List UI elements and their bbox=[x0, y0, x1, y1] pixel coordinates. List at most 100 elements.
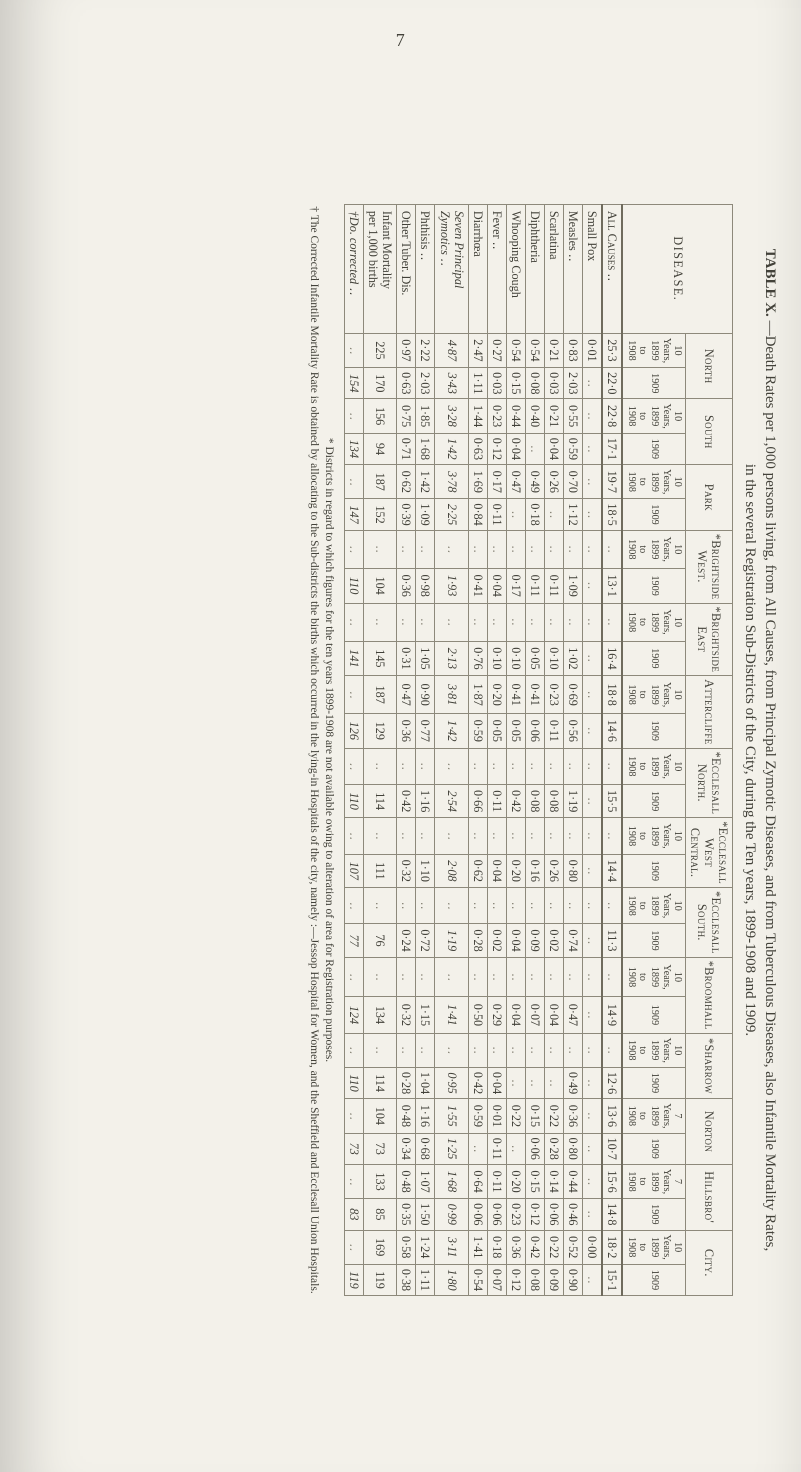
cell: 0·97 bbox=[397, 333, 416, 367]
table-row: Phthisis ‥2·222·031·851·681·421·09‥0·98‥… bbox=[416, 204, 435, 1295]
disease-label: †Do. corrected ‥ bbox=[345, 204, 364, 333]
cell: 0·21 bbox=[544, 399, 563, 433]
cell: 1·41 bbox=[468, 1230, 487, 1264]
cell: ‥ bbox=[582, 1099, 602, 1133]
cell: ‥ bbox=[468, 530, 487, 568]
cell: 1·19 bbox=[435, 924, 468, 957]
cell: ‥ bbox=[468, 818, 487, 854]
cell: ‥ bbox=[582, 568, 602, 603]
cell: ‥ bbox=[602, 603, 622, 641]
cell: 0·09 bbox=[525, 924, 544, 957]
district-6: *EcclesallNorth. bbox=[686, 748, 733, 818]
cell: 2·13 bbox=[435, 641, 468, 676]
cell: 0·54 bbox=[525, 333, 544, 367]
cell: 0·27 bbox=[487, 333, 506, 367]
cell: ‥ bbox=[487, 888, 506, 924]
cell: 2·03 bbox=[563, 368, 582, 399]
cell: 1·12 bbox=[563, 499, 582, 530]
cell: ‥ bbox=[582, 603, 602, 641]
cell: 1·68 bbox=[435, 1164, 468, 1198]
cell: 0·06 bbox=[544, 1199, 563, 1230]
cell: 134 bbox=[345, 433, 364, 464]
cell: 0·35 bbox=[397, 1199, 416, 1230]
cell: ‥ bbox=[506, 1133, 525, 1164]
district-13: City. bbox=[686, 1230, 733, 1296]
disease-label: Diarrhœa bbox=[468, 204, 487, 333]
cell: 0·41 bbox=[468, 568, 487, 603]
cell: ‥ bbox=[582, 714, 602, 749]
cell: 170 bbox=[364, 368, 397, 399]
cell: 0·62 bbox=[468, 854, 487, 887]
cell: 0·44 bbox=[506, 399, 525, 433]
cell: 0·11 bbox=[487, 499, 506, 530]
subcol-1909-5: 1909 bbox=[622, 714, 686, 749]
cell: ‥ bbox=[468, 603, 487, 641]
cell: 0·24 bbox=[397, 924, 416, 957]
cell: ‥ bbox=[525, 433, 544, 464]
cell: ‥ bbox=[345, 748, 364, 784]
cell: ‥ bbox=[345, 1230, 364, 1264]
cell: ‥ bbox=[487, 530, 506, 568]
disease-label: Scarlatina bbox=[544, 204, 563, 333]
cell: 0·06 bbox=[468, 1199, 487, 1230]
cell: ‥ bbox=[563, 888, 582, 924]
cell: ‥ bbox=[364, 530, 397, 568]
cell: ‥ bbox=[602, 530, 622, 568]
cell: ‥ bbox=[487, 1033, 506, 1067]
cell: 1·11 bbox=[468, 368, 487, 399]
cell: ‥ bbox=[582, 1199, 602, 1230]
cell: 10·7 bbox=[602, 1133, 622, 1164]
cell: 0·04 bbox=[506, 433, 525, 464]
cell: 0·11 bbox=[487, 1164, 506, 1198]
cell: 1·16 bbox=[416, 785, 435, 818]
cell: ‥ bbox=[416, 748, 435, 784]
cell: 0·55 bbox=[563, 399, 582, 433]
cell: ‥ bbox=[435, 818, 468, 854]
cell: ‥ bbox=[397, 748, 416, 784]
cell: 0·99 bbox=[435, 1199, 468, 1230]
cell: 0·95 bbox=[435, 1067, 468, 1098]
cell: 0·47 bbox=[397, 676, 416, 714]
disease-label: Fever ‥ bbox=[487, 204, 506, 333]
page-number: 7 bbox=[0, 30, 801, 51]
table-row: Scarlatina0·210·030·210·040·26‥‥0·11‥0·1… bbox=[544, 204, 563, 1295]
cell: 0·04 bbox=[487, 568, 506, 603]
cell: 0·90 bbox=[563, 1264, 582, 1295]
cell: 0·54 bbox=[506, 333, 525, 367]
cell: ‥ bbox=[544, 1067, 563, 1098]
cell: ‥ bbox=[397, 888, 416, 924]
cell: 0·59 bbox=[468, 1099, 487, 1133]
cell: 0·32 bbox=[397, 854, 416, 887]
caption-line1: —Death Rates per 1,000 persons living, f… bbox=[762, 321, 778, 1252]
cell: 104 bbox=[364, 568, 397, 603]
district-5: Attercliffe bbox=[686, 676, 733, 748]
cell: 110 bbox=[345, 568, 364, 603]
cell: 2·22 bbox=[416, 333, 435, 367]
cell: 1·42 bbox=[416, 465, 435, 499]
footnotes: * Districts in regard to which figures f… bbox=[305, 95, 336, 1406]
cell: 0·42 bbox=[506, 785, 525, 818]
cell: 0·11 bbox=[525, 568, 544, 603]
cell: 83 bbox=[345, 1199, 364, 1230]
cell: ‥ bbox=[397, 603, 416, 641]
subcol-1909-10: 1909 bbox=[622, 1067, 686, 1098]
cell: 0·04 bbox=[487, 854, 506, 887]
cell: ‥ bbox=[582, 924, 602, 957]
cell: 0·40 bbox=[525, 399, 544, 433]
cell: ‥ bbox=[582, 888, 602, 924]
cell: 0·05 bbox=[487, 714, 506, 749]
cell: ‥ bbox=[525, 818, 544, 854]
district-7: *EcclesallWestCentral. bbox=[686, 818, 733, 888]
cell: 187 bbox=[364, 676, 397, 714]
cell: 0·36 bbox=[506, 1230, 525, 1264]
cell: 1·05 bbox=[416, 641, 435, 676]
subcol-tenyears-6: 10Years,1899to1908 bbox=[622, 748, 686, 784]
cell: 0·23 bbox=[487, 399, 506, 433]
cell: ‥ bbox=[525, 957, 544, 997]
cell: 14·6 bbox=[602, 714, 622, 749]
cell: ‥ bbox=[416, 818, 435, 854]
cell: 73 bbox=[345, 1133, 364, 1164]
table-row: Diarrhœa2·471·111·440·631·690·84‥0·41‥0·… bbox=[468, 204, 487, 1295]
cell: 0·08 bbox=[525, 785, 544, 818]
cell: 17·1 bbox=[602, 433, 622, 464]
